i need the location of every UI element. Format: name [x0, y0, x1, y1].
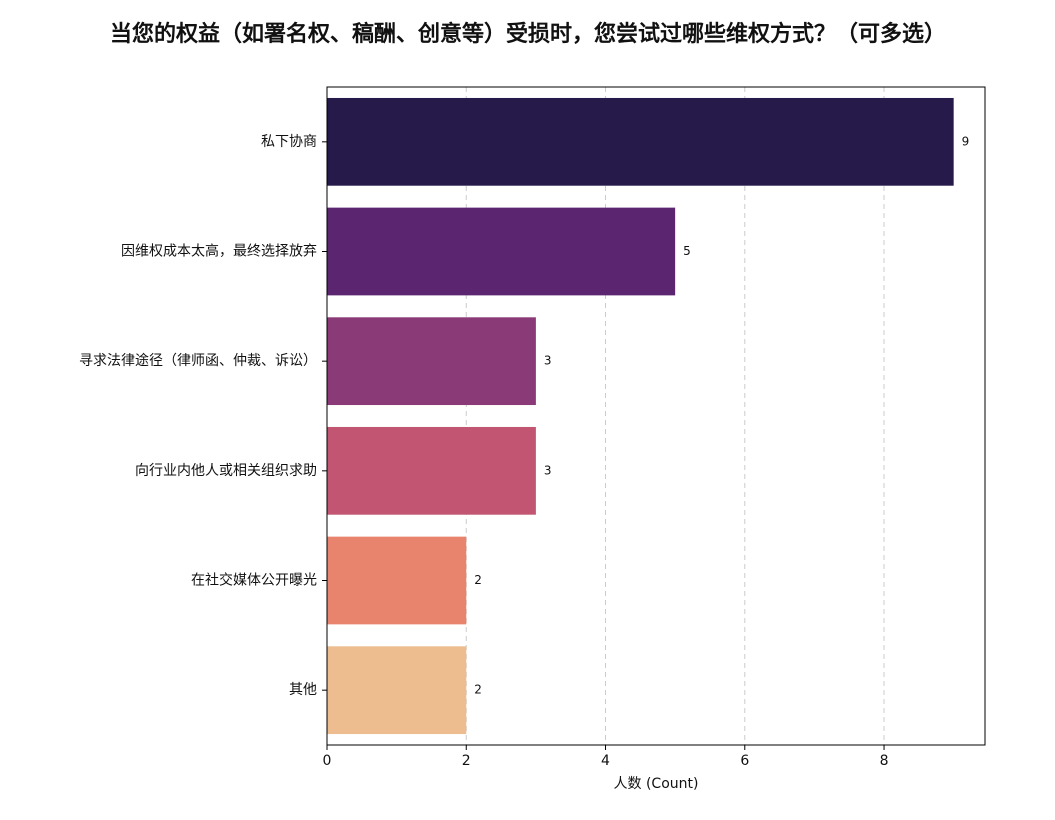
bar	[327, 97, 954, 186]
x-tick-label: 8	[880, 753, 889, 769]
bar	[327, 536, 467, 625]
bar	[327, 426, 536, 515]
y-tick-label: 向行业内他人或相关组织求助	[135, 463, 317, 479]
y-tick-label: 寻求法律途径（律师函、仲裁、诉讼）	[79, 352, 317, 369]
bar	[327, 207, 676, 296]
x-tick-label: 4	[601, 753, 610, 769]
bar	[327, 646, 467, 735]
y-tick-label: 其他	[289, 682, 317, 698]
x-tick-label: 0	[323, 753, 332, 769]
value-label: 3	[544, 354, 552, 368]
y-tick-label: 私下协商	[261, 134, 317, 150]
value-label: 2	[474, 573, 482, 587]
y-tick-label: 在社交媒体公开曝光	[191, 572, 317, 589]
x-tick-label: 2	[462, 753, 471, 769]
y-tick-label: 因维权成本太高，最终选择放弃	[121, 243, 317, 260]
value-label: 5	[683, 244, 691, 258]
plot-frame	[326, 86, 986, 746]
value-label: 9	[962, 134, 970, 148]
bar	[327, 317, 536, 406]
x-axis-label: 人数 (Count)	[614, 776, 699, 792]
value-label: 2	[474, 683, 482, 697]
chart-title: 当您的权益（如署名权、稿酬、创意等）受损时，您尝试过哪些维权方式？（可多选）	[110, 21, 946, 47]
value-label: 3	[544, 463, 552, 477]
x-tick-label: 6	[740, 753, 749, 769]
